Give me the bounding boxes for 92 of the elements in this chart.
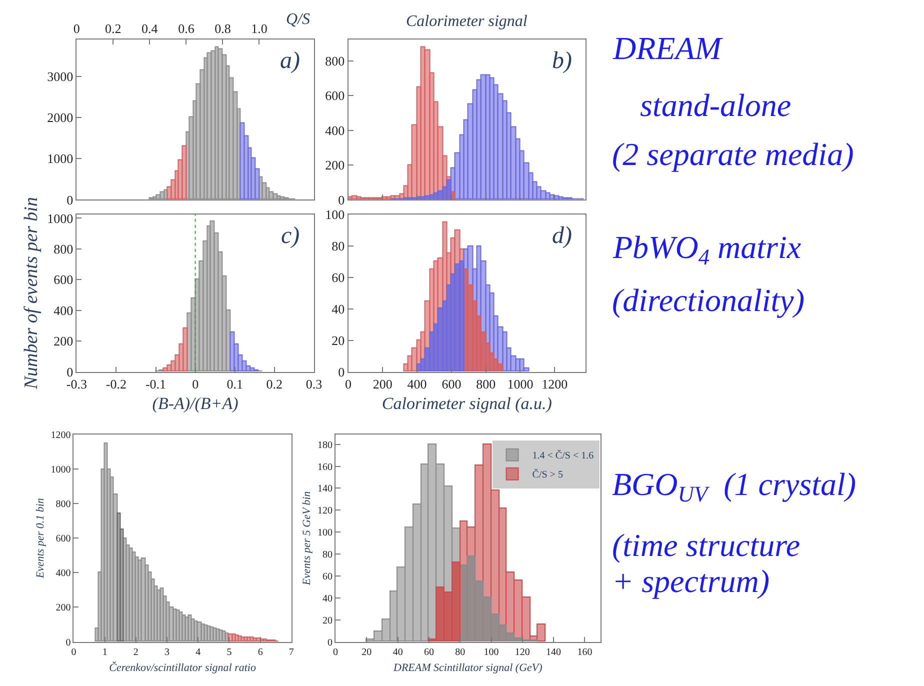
x-tick-label: 20 <box>362 646 372 658</box>
x-tick-label: 120 <box>514 646 530 658</box>
y-tick-label: 40 <box>322 593 333 604</box>
x-tick-label: 5 <box>226 646 232 658</box>
y-axis-title: Number of events per bin <box>20 197 42 390</box>
text: BGO$_{UV}$ (1 crystal) <box>612 466 856 507</box>
y-axis-title: Events per 5 GeV bin <box>301 490 314 586</box>
y-tick-label: 1000 <box>47 151 74 166</box>
y-tick-label: 0 <box>338 364 345 380</box>
text: (2 separate media) <box>612 136 854 172</box>
y-tick-label: 20 <box>332 332 345 348</box>
y-tick-label: 0 <box>328 637 333 648</box>
y-tick-label: 60 <box>322 571 333 582</box>
x-axis-title: Q/S <box>286 11 310 28</box>
y-tick-label: 100 <box>318 528 333 539</box>
x-axis-title: Čerenkov/scintillator signal ratio <box>109 661 256 674</box>
y-tick-label: 120 <box>318 506 333 517</box>
annotation: b) <box>552 48 572 74</box>
x-tick-label: 0.2 <box>105 21 122 36</box>
y-tick-label: 600 <box>56 534 71 545</box>
y-tick-label: 0 <box>338 192 345 208</box>
y-tick-label: 1000 <box>47 210 74 226</box>
y-tick-label: 60 <box>332 270 345 285</box>
y-tick-label: 40 <box>332 301 345 316</box>
annotation: a) <box>280 48 300 74</box>
x-tick-label: 400 <box>407 376 427 392</box>
legend-label: Č/S > 5 <box>532 468 563 481</box>
text: PbWO$_{4}$ matrix <box>612 229 802 270</box>
x-tick-label: 160 <box>577 646 592 658</box>
x-axis-title: DREAM Scintillator signal (GeV) <box>392 662 543 674</box>
x-tick-label: 1200 <box>542 376 568 392</box>
y-tick-label: 800 <box>54 241 74 256</box>
x-tick-label: 4 <box>196 646 201 658</box>
y-tick-label: 140 <box>318 484 333 495</box>
y-tick-label: 400 <box>56 568 71 580</box>
x-tick-label: 200 <box>372 376 392 392</box>
y-tick-label: 1200 <box>50 430 71 441</box>
x-tick-label: 140 <box>546 646 562 658</box>
text: (directionality) <box>612 282 805 318</box>
x-tick-label: 1 <box>102 646 108 658</box>
y-tick-label: 200 <box>54 334 74 349</box>
x-tick-label: 0.1 <box>226 376 243 392</box>
annotation: d) <box>552 223 572 249</box>
y-tick-label: 160 <box>318 462 333 473</box>
y-tick-label: 400 <box>325 122 345 138</box>
x-tick-label: 6 <box>258 646 263 658</box>
y-tick-label: 800 <box>56 499 71 510</box>
x-tick-label: 60 <box>424 646 434 658</box>
y-tick-label: 80 <box>332 238 345 254</box>
x-tick-label: 0.8 <box>214 21 231 36</box>
y-tick-label: 2000 <box>47 110 74 125</box>
y-tick-label: 20 <box>322 615 333 626</box>
y-tick-label: 100 <box>325 206 345 222</box>
y-tick-label: 80 <box>322 550 333 561</box>
y-axis-title: Events per 0.1 bin <box>34 498 46 580</box>
y-tick-label: 800 <box>325 54 345 69</box>
x-axis-title: (B-A)/(B+A) <box>152 394 239 413</box>
y-tick-label: 0 <box>66 192 74 208</box>
y-tick-label: 600 <box>54 272 74 288</box>
y-tick-label: 200 <box>56 602 71 614</box>
x-tick-label: 600 <box>442 376 462 392</box>
x-tick-label: 7 <box>288 646 294 658</box>
x-tick-label: 1.0 <box>251 21 268 36</box>
x-tick-label: 1000 <box>507 376 534 392</box>
y-tick-label: 400 <box>54 302 74 318</box>
x-tick-label: 0 <box>192 376 199 392</box>
y-tick-label: 200 <box>325 158 345 173</box>
annotation: c) <box>281 223 300 249</box>
legend-label: 1.4 < Č/S < 1.6 <box>532 450 594 462</box>
text: stand-alone <box>640 87 792 123</box>
x-tick-label: 100 <box>484 646 499 658</box>
x-tick-label: 800 <box>476 376 496 392</box>
y-tick-label: 1000 <box>50 464 71 476</box>
text: (time structure <box>612 527 800 563</box>
x-tick-label: 40 <box>392 646 403 658</box>
x-tick-label: 0.3 <box>306 376 322 392</box>
y-tick-label: 180 <box>318 440 333 451</box>
x-tick-label: 0.2 <box>266 376 283 392</box>
x-tick-label: 0.4 <box>142 21 158 36</box>
x-tick-label: 0.6 <box>178 21 195 36</box>
y-tick-label: 3000 <box>47 68 74 84</box>
text: + spectrum) <box>612 563 770 599</box>
x-tick-label: -0.1 <box>145 376 166 392</box>
x-axis-title: Calorimeter signal (a.u.) <box>382 394 552 413</box>
x-tick-label: 3 <box>164 646 170 658</box>
y-tick-label: 600 <box>325 88 345 104</box>
x-tick-label: 80 <box>455 646 466 658</box>
chart-title: Calorimeter signal <box>406 13 528 30</box>
y-tick-label: 0 <box>66 637 71 648</box>
x-tick-label: -0.2 <box>106 376 127 392</box>
x-tick-label: 2 <box>133 646 138 658</box>
text: DREAM <box>612 30 724 66</box>
